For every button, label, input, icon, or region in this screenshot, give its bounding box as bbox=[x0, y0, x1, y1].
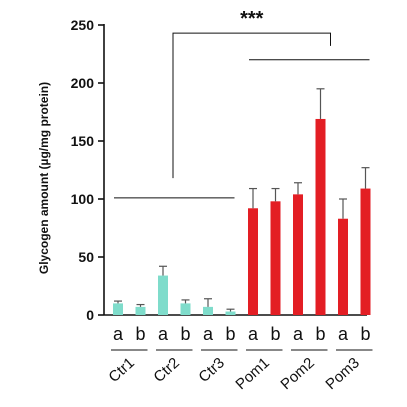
bar-ctr3-a bbox=[203, 306, 213, 315]
group-label-ctr3: Ctr3 bbox=[195, 354, 227, 386]
bar-pom2-a bbox=[293, 194, 303, 315]
y-tick-label: 50 bbox=[78, 249, 94, 265]
bar-ctr1-a bbox=[113, 303, 123, 315]
sub-label-b: b bbox=[360, 324, 370, 344]
bar-ctr1-b bbox=[135, 306, 146, 315]
significance-bracket bbox=[172, 32, 331, 179]
group-label-ctr2: Ctr2 bbox=[150, 354, 182, 386]
sub-label-b: b bbox=[225, 324, 235, 344]
y-tick-label: 150 bbox=[71, 133, 95, 149]
sub-label-b: b bbox=[180, 324, 190, 344]
group-label-pom3: Pom3 bbox=[322, 354, 362, 393]
bar-pom3-b bbox=[360, 188, 371, 315]
sub-label-a: a bbox=[248, 324, 259, 344]
bar-pom1-a bbox=[248, 208, 258, 315]
y-tick-label: 100 bbox=[71, 191, 95, 207]
significance-label: *** bbox=[240, 8, 264, 30]
bars bbox=[113, 118, 371, 316]
bar-pom2-b bbox=[315, 118, 326, 316]
y-tick-label: 200 bbox=[71, 75, 95, 91]
y-tick-label: 250 bbox=[71, 17, 95, 33]
sub-label-b: b bbox=[315, 324, 325, 344]
significance-annotation: *** bbox=[114, 8, 370, 199]
y-axis-label: Glycogen amount (µg/mg protein) bbox=[37, 82, 51, 274]
axes: 0 50 100 150 200 250 bbox=[71, 17, 367, 323]
error-bars bbox=[114, 88, 370, 312]
bar-pom3-a bbox=[338, 218, 348, 315]
sub-label-a: a bbox=[158, 324, 169, 344]
sub-label-a: a bbox=[293, 324, 304, 344]
group-label-pom1: Pom1 bbox=[232, 354, 272, 393]
sub-label-b: b bbox=[135, 324, 145, 344]
bar-ctr2-b bbox=[180, 303, 191, 315]
sub-label-a: a bbox=[203, 324, 214, 344]
group-label-pom2: Pom2 bbox=[277, 354, 317, 393]
group-label-ctr1: Ctr1 bbox=[105, 354, 137, 386]
sub-label-a: a bbox=[113, 324, 124, 344]
bar-pom1-b bbox=[270, 201, 281, 315]
bar-ctr2-a bbox=[158, 275, 168, 315]
sub-label-a: a bbox=[338, 324, 349, 344]
bar-ctr3-b bbox=[225, 311, 236, 315]
y-tick-label: 0 bbox=[86, 307, 94, 323]
sub-label-b: b bbox=[270, 324, 280, 344]
